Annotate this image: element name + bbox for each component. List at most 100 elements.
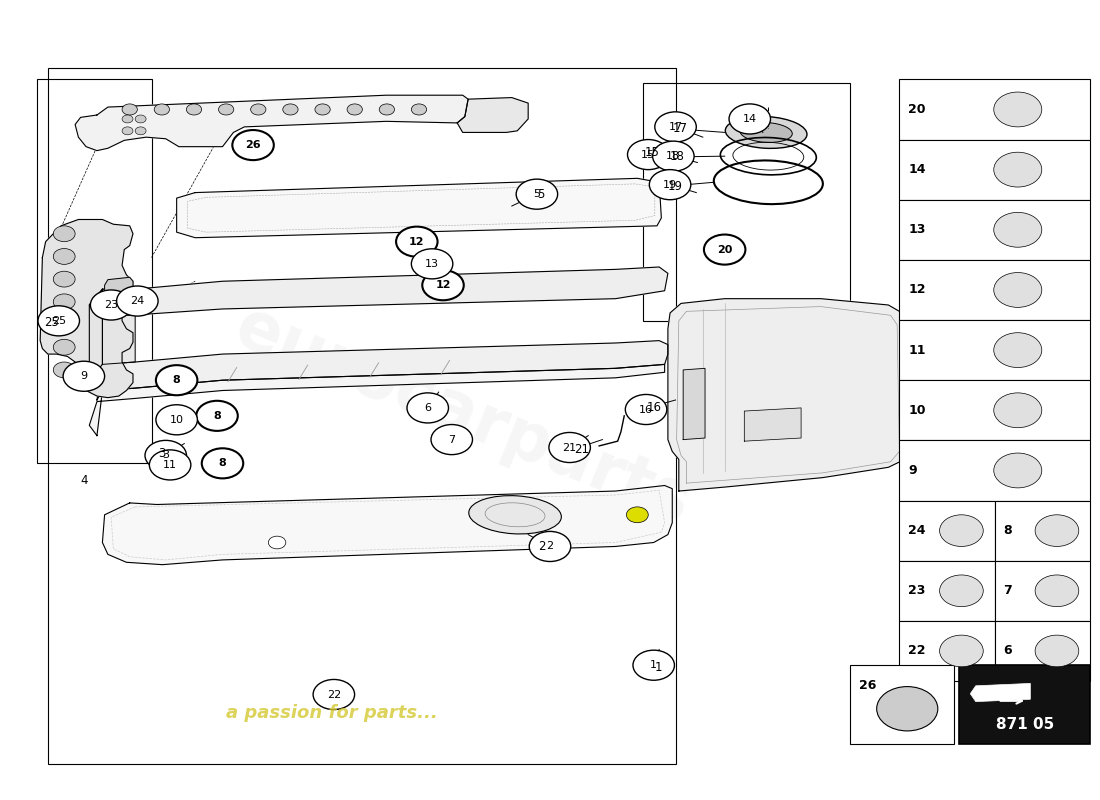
Circle shape — [549, 433, 591, 462]
Text: 21: 21 — [574, 442, 589, 455]
Text: 2: 2 — [538, 540, 546, 553]
Circle shape — [877, 686, 938, 731]
Circle shape — [431, 425, 473, 454]
FancyBboxPatch shape — [994, 501, 1090, 561]
Circle shape — [411, 104, 427, 115]
Text: 12: 12 — [436, 280, 451, 290]
Polygon shape — [89, 364, 664, 436]
Text: 4: 4 — [80, 474, 88, 487]
Circle shape — [993, 393, 1042, 428]
Text: 25: 25 — [52, 316, 66, 326]
Circle shape — [122, 115, 133, 123]
Circle shape — [219, 104, 234, 115]
Circle shape — [652, 141, 694, 171]
Circle shape — [625, 394, 667, 425]
Text: 6: 6 — [425, 403, 431, 413]
Circle shape — [379, 104, 395, 115]
Circle shape — [135, 127, 146, 134]
Text: 16: 16 — [639, 405, 653, 414]
Circle shape — [145, 440, 187, 470]
Text: 8: 8 — [1003, 524, 1012, 537]
Circle shape — [156, 405, 197, 435]
Polygon shape — [668, 298, 909, 491]
Circle shape — [53, 317, 75, 333]
Ellipse shape — [725, 117, 807, 149]
Text: 24: 24 — [130, 296, 144, 306]
Circle shape — [627, 139, 669, 170]
Circle shape — [156, 365, 197, 395]
Text: 18: 18 — [667, 151, 681, 161]
Text: 3: 3 — [162, 450, 169, 461]
FancyBboxPatch shape — [900, 621, 994, 681]
Circle shape — [90, 290, 132, 320]
FancyBboxPatch shape — [850, 666, 954, 744]
Text: 10: 10 — [169, 414, 184, 425]
Circle shape — [729, 104, 770, 134]
Circle shape — [422, 270, 464, 300]
Text: 18: 18 — [670, 150, 685, 163]
Text: 1: 1 — [654, 661, 662, 674]
Circle shape — [53, 339, 75, 355]
Text: 24: 24 — [909, 524, 925, 537]
Circle shape — [1035, 575, 1079, 606]
Text: 26: 26 — [859, 679, 877, 693]
Text: 5: 5 — [537, 188, 544, 201]
Polygon shape — [41, 219, 133, 398]
FancyBboxPatch shape — [900, 440, 1090, 501]
Circle shape — [53, 362, 75, 378]
Text: 21: 21 — [562, 442, 576, 453]
Polygon shape — [75, 95, 469, 150]
Text: 7: 7 — [1003, 584, 1012, 598]
Text: 11: 11 — [909, 344, 925, 357]
Text: 9: 9 — [80, 371, 87, 382]
Text: 20: 20 — [909, 103, 925, 116]
Text: 7: 7 — [448, 434, 455, 445]
Text: 14: 14 — [909, 163, 925, 176]
Circle shape — [150, 450, 190, 480]
Text: 8: 8 — [213, 411, 221, 421]
Text: 17: 17 — [672, 122, 688, 135]
Circle shape — [411, 249, 453, 279]
Circle shape — [993, 212, 1042, 247]
Text: 14: 14 — [742, 114, 757, 124]
Text: 5: 5 — [534, 189, 540, 199]
Circle shape — [122, 127, 133, 134]
Text: 10: 10 — [909, 404, 925, 417]
Text: 2: 2 — [547, 542, 553, 551]
FancyBboxPatch shape — [959, 666, 1090, 744]
Circle shape — [315, 104, 330, 115]
Polygon shape — [104, 278, 133, 305]
Text: 3: 3 — [158, 447, 166, 460]
Polygon shape — [89, 289, 102, 380]
FancyBboxPatch shape — [900, 320, 1090, 380]
Circle shape — [993, 92, 1042, 127]
Text: 12: 12 — [909, 283, 925, 297]
Text: 13: 13 — [425, 259, 439, 269]
Circle shape — [53, 226, 75, 242]
Circle shape — [1035, 635, 1079, 666]
Polygon shape — [102, 289, 135, 364]
Circle shape — [314, 679, 354, 710]
Circle shape — [63, 362, 104, 391]
Text: 11: 11 — [163, 460, 177, 470]
Circle shape — [154, 104, 169, 115]
Polygon shape — [683, 368, 705, 439]
Circle shape — [135, 115, 146, 123]
Circle shape — [939, 635, 983, 666]
Polygon shape — [970, 683, 1031, 702]
FancyBboxPatch shape — [900, 260, 1090, 320]
FancyBboxPatch shape — [900, 561, 994, 621]
FancyBboxPatch shape — [900, 501, 994, 561]
Text: 9: 9 — [909, 464, 916, 477]
Circle shape — [529, 531, 571, 562]
FancyBboxPatch shape — [994, 621, 1090, 681]
Circle shape — [53, 249, 75, 264]
Text: 23: 23 — [104, 300, 118, 310]
FancyBboxPatch shape — [994, 561, 1090, 621]
Circle shape — [704, 234, 746, 265]
Ellipse shape — [740, 122, 792, 142]
Text: 22: 22 — [909, 645, 925, 658]
FancyBboxPatch shape — [900, 200, 1090, 260]
Text: a passion for parts...: a passion for parts... — [226, 704, 438, 722]
Polygon shape — [89, 267, 668, 315]
